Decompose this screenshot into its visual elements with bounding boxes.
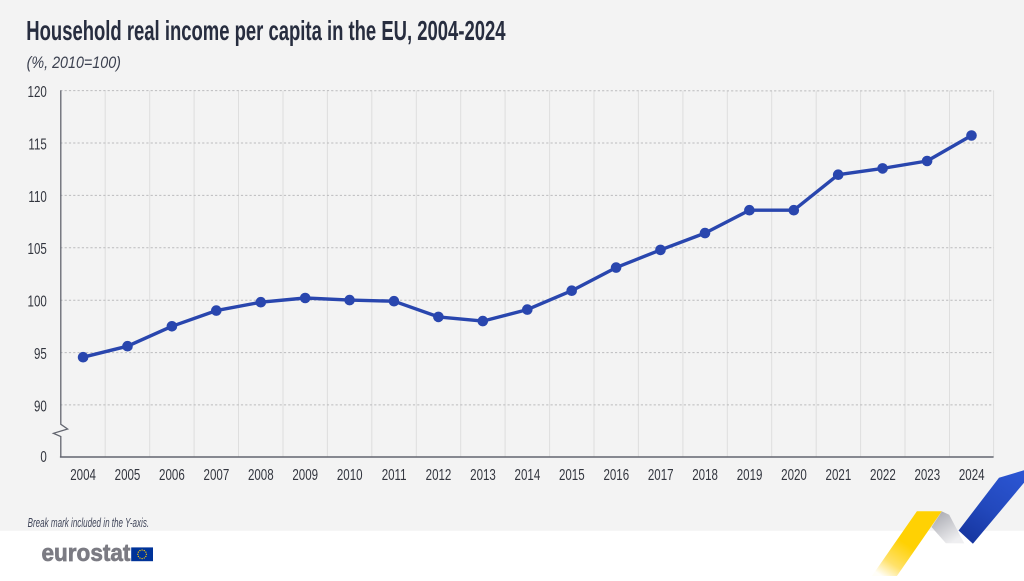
svg-text:2018: 2018 bbox=[692, 466, 718, 483]
svg-text:2021: 2021 bbox=[826, 466, 852, 483]
svg-text:2006: 2006 bbox=[159, 466, 185, 483]
svg-text:2020: 2020 bbox=[781, 466, 807, 483]
svg-text:95: 95 bbox=[34, 345, 47, 362]
svg-text:2014: 2014 bbox=[515, 466, 541, 483]
svg-text:105: 105 bbox=[28, 241, 47, 258]
svg-text:2015: 2015 bbox=[559, 466, 585, 483]
svg-text:eurostat: eurostat bbox=[42, 539, 131, 566]
svg-text:2013: 2013 bbox=[470, 466, 496, 483]
svg-text:0: 0 bbox=[40, 448, 46, 465]
svg-text:2009: 2009 bbox=[292, 466, 318, 483]
svg-text:2011: 2011 bbox=[382, 466, 407, 483]
svg-text:2004: 2004 bbox=[70, 466, 96, 483]
svg-text:2019: 2019 bbox=[737, 466, 763, 483]
svg-text:2022: 2022 bbox=[870, 466, 896, 483]
svg-text:110: 110 bbox=[28, 188, 46, 205]
svg-text:2008: 2008 bbox=[248, 466, 274, 483]
svg-text:2007: 2007 bbox=[204, 466, 230, 483]
svg-text:2024: 2024 bbox=[959, 466, 985, 483]
svg-text:100: 100 bbox=[28, 293, 47, 310]
svg-text:Break mark included in the Y-a: Break mark included in the Y-axis. bbox=[28, 516, 150, 530]
svg-text:2012: 2012 bbox=[426, 466, 452, 483]
svg-text:120: 120 bbox=[28, 83, 47, 100]
svg-text:2010: 2010 bbox=[337, 466, 363, 483]
svg-text:Household real income per capi: Household real income per capita in the … bbox=[26, 15, 505, 46]
svg-text:(%, 2010=100): (%, 2010=100) bbox=[27, 54, 121, 72]
svg-text:2017: 2017 bbox=[648, 466, 674, 483]
svg-text:2023: 2023 bbox=[914, 466, 940, 483]
svg-text:2005: 2005 bbox=[115, 466, 141, 483]
svg-text:2016: 2016 bbox=[603, 466, 629, 483]
svg-text:115: 115 bbox=[28, 136, 46, 153]
svg-text:90: 90 bbox=[34, 398, 47, 415]
